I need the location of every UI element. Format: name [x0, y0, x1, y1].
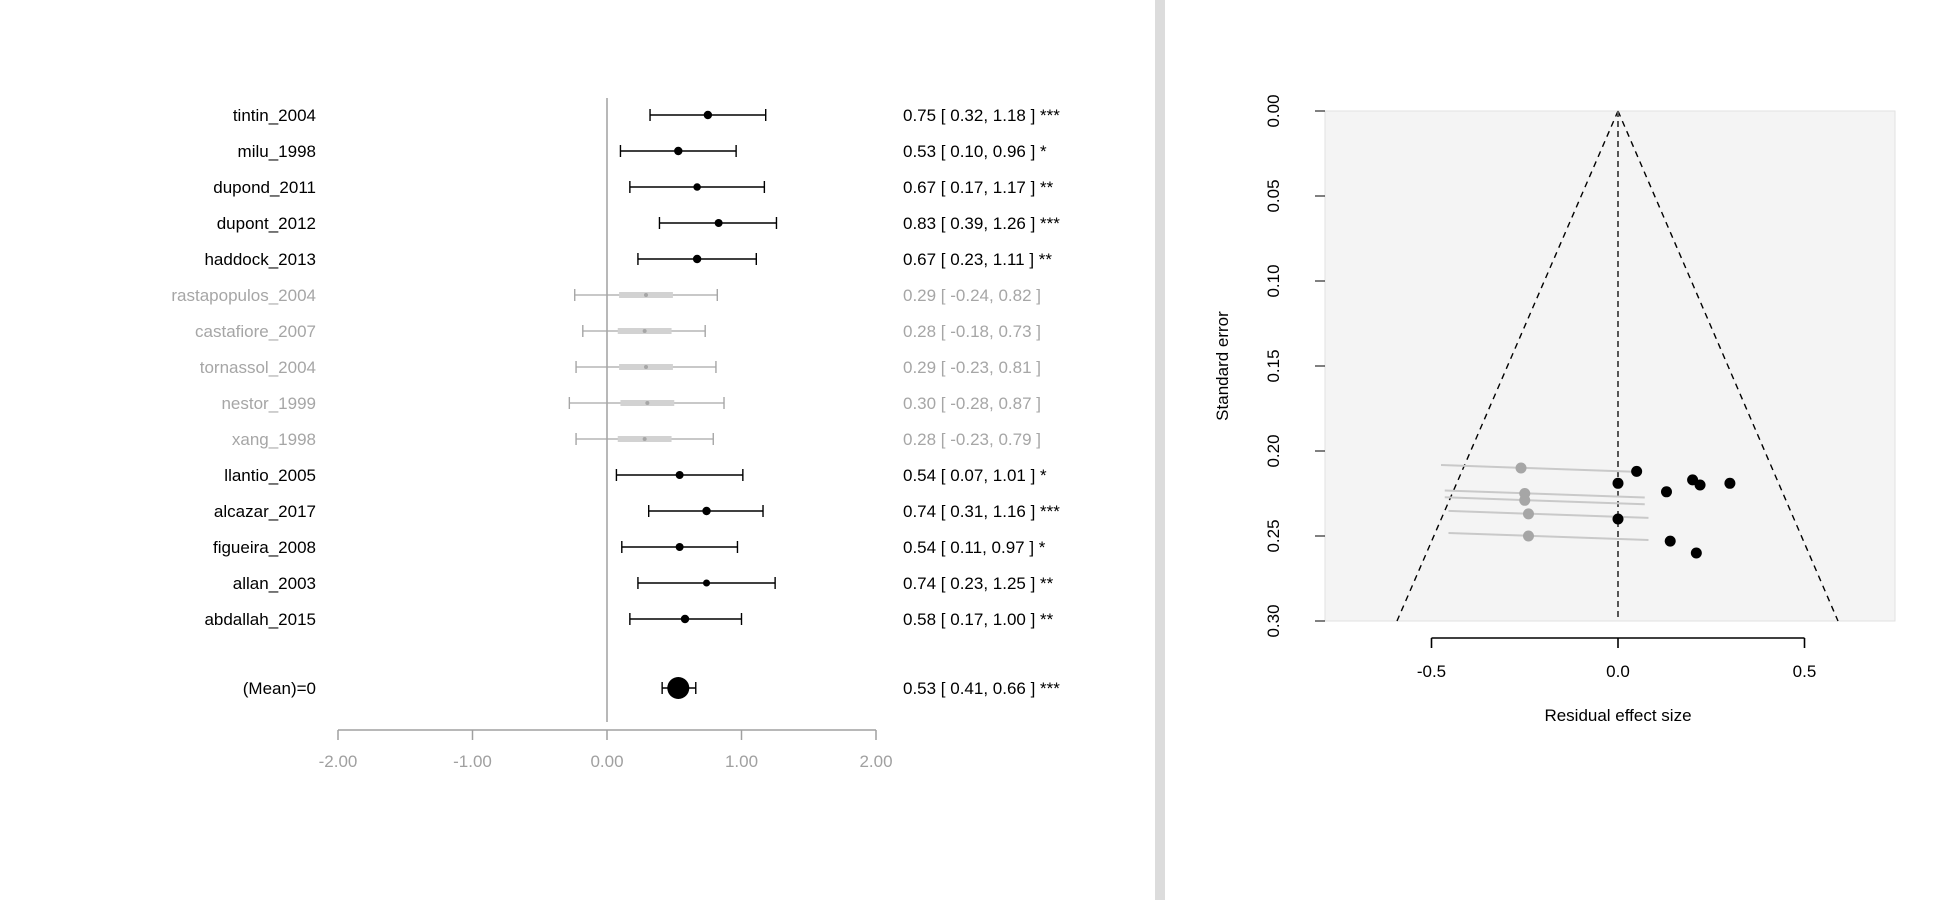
point-estimate [693, 183, 701, 191]
x-tick-label: 1.00 [725, 752, 758, 771]
y-axis-title: Standard error [1213, 311, 1232, 421]
y-tick-label: 0.05 [1264, 179, 1283, 212]
excluded-whisker [1440, 464, 1642, 473]
point-estimate [714, 219, 723, 227]
excluded-point [1515, 462, 1527, 474]
point-estimate [680, 614, 690, 624]
estimate-ci-text: 0.74 [ 0.23, 1.25 ] ** [903, 574, 1054, 593]
mean-label: (Mean)=0 [243, 679, 316, 698]
included-point [1612, 477, 1624, 489]
x-tick-label: -2.00 [319, 752, 358, 771]
mean-estimate [667, 677, 690, 699]
x-tick-label: 0.5 [1793, 662, 1817, 681]
excluded-point [1519, 494, 1531, 506]
point-estimate [702, 579, 711, 587]
point-estimate [675, 471, 684, 479]
point-estimate [692, 254, 702, 264]
study-label: alcazar_2017 [214, 502, 316, 521]
funnel-plot-panel: 0.00 0.05 0.10 0.15 0.20 0.25 0.30 Standard err… [1165, 0, 1960, 900]
study-label: abdallah_2015 [204, 610, 316, 629]
study-label: dupond_2011 [213, 178, 316, 197]
excluded-whisker [1444, 496, 1645, 506]
excluded-whisker [1444, 489, 1645, 499]
study-label: rastapopulos_2004 [171, 286, 316, 305]
included-point [1631, 465, 1643, 477]
point-estimate [675, 543, 684, 551]
x-tick-label: 2.00 [859, 752, 892, 771]
study-label: dupont_2012 [217, 214, 316, 233]
estimate-ci-text: 0.53 [ 0.10, 0.96 ] * [903, 142, 1047, 161]
x-tick-label: 0.00 [590, 752, 623, 771]
y-tick-label: 0.30 [1264, 604, 1283, 637]
forest-plot-panel: tintin_2004 0.75 [ 0.32, 1.18 ] *** milu_1… [171, 98, 1061, 771]
x-axis-title: Residual effect size [1544, 706, 1691, 725]
point-estimate [645, 401, 650, 405]
estimate-ci-text: 0.54 [ 0.07, 1.01 ] * [903, 466, 1047, 485]
panel-divider[interactable] [1155, 0, 1165, 900]
excluded-point [1522, 508, 1534, 520]
estimate-ci-text: 0.67 [ 0.23, 1.11 ] ** [903, 250, 1052, 269]
y-tick-label: 0.00 [1264, 94, 1283, 127]
point-estimate [644, 293, 649, 297]
funnel-left-boundary [1396, 110, 1619, 622]
study-label: tornassol_2004 [200, 358, 316, 377]
estimate-ci-text: 0.74 [ 0.31, 1.16 ] *** [903, 502, 1060, 521]
excluded-point [1522, 530, 1534, 542]
study-label: llantio_2005 [224, 466, 316, 485]
y-tick-label: 0.25 [1264, 519, 1283, 552]
study-label: figueira_2008 [213, 538, 316, 557]
included-point [1724, 477, 1736, 489]
estimate-ci-text: 0.29 [ -0.23, 0.81 ] [903, 358, 1041, 377]
estimate-ci-text: 0.83 [ 0.39, 1.26 ] *** [903, 214, 1060, 233]
study-label: haddock_2013 [204, 250, 316, 269]
point-estimate [642, 329, 647, 333]
study-label: xang_1998 [232, 430, 316, 449]
study-label: nestor_1999 [221, 394, 316, 413]
included-point [1694, 479, 1706, 491]
x-tick-label: 0.0 [1606, 662, 1630, 681]
estimate-ci-text: 0.29 [ -0.24, 0.82 ] [903, 286, 1041, 305]
study-label: castafiore_2007 [195, 322, 316, 341]
mean-estimate-text: 0.53 [ 0.41, 0.66 ] *** [903, 679, 1060, 698]
study-label: allan_2003 [233, 574, 316, 593]
y-tick-label: 0.10 [1264, 264, 1283, 297]
point-estimate [642, 437, 647, 441]
estimate-ci-text: 0.67 [ 0.17, 1.17 ] ** [903, 178, 1054, 197]
funnel-right-boundary [1617, 110, 1839, 622]
point-estimate [702, 506, 711, 516]
study-label: milu_1998 [238, 142, 316, 161]
plot-area-background [1324, 110, 1896, 622]
included-point [1612, 513, 1624, 525]
estimate-ci-text: 0.28 [ -0.23, 0.79 ] [903, 430, 1041, 449]
estimate-ci-text: 0.75 [ 0.32, 1.18 ] *** [903, 106, 1060, 125]
point-estimate [674, 146, 683, 156]
x-tick-label: -0.5 [1417, 662, 1446, 681]
estimate-ci-text: 0.28 [ -0.18, 0.73 ] [903, 322, 1041, 341]
y-tick-label: 0.15 [1264, 349, 1283, 382]
x-tick-label: -1.00 [453, 752, 492, 771]
study-label: tintin_2004 [233, 106, 316, 125]
point-estimate [703, 110, 713, 120]
included-point [1660, 486, 1672, 498]
funnel-plot: 0.00 0.05 0.10 0.15 0.20 0.25 0.30 Standard err… [1213, 94, 1896, 725]
estimate-ci-text: 0.30 [ -0.28, 0.87 ] [903, 394, 1041, 413]
y-tick-label: 0.20 [1264, 434, 1283, 467]
included-point [1664, 535, 1676, 547]
point-estimate [644, 365, 649, 369]
forest-plot: tintin_2004 0.75 [ 0.32, 1.18 ] *** milu_1… [171, 98, 1060, 771]
estimate-ci-text: 0.54 [ 0.11, 0.97 ] * [903, 538, 1046, 557]
estimate-ci-text: 0.58 [ 0.17, 1.00 ] ** [903, 610, 1054, 629]
excluded-whisker [1448, 532, 1649, 541]
included-point [1690, 547, 1702, 559]
